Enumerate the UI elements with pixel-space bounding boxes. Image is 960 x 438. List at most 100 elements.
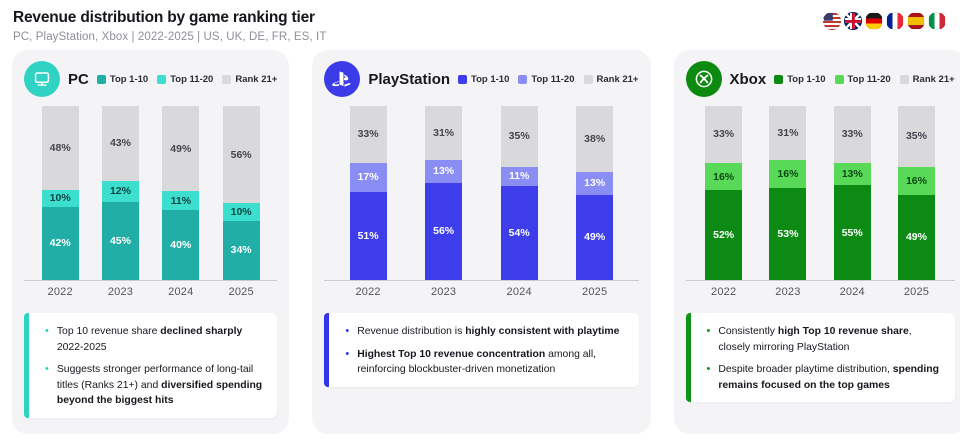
bar-segment-label: 13% [433,165,455,178]
insight-card: • Revenue distribution is highly consiste… [324,313,639,387]
bar-segment-label: 52% [713,229,735,242]
bar-segment: 13% [576,172,614,195]
insight-accent-bar [324,313,330,387]
bar-segment: 11% [162,191,200,211]
legend-swatch [518,74,528,84]
bar-column: 33% 16% 52% [705,106,743,280]
bar-segment: 49% [576,194,614,281]
bar-segment-label: 12% [109,185,131,198]
bars-area: 48% 10% 42% 43% 12% 45% 49% 11% 40% 56% 10% 34% [24,106,278,281]
bullet-dot-icon: • [706,325,711,337]
insight-list: • Revenue distribution is highly consiste… [345,324,626,378]
bar-segment-label: 56% [230,148,252,161]
bar-segment-label: 13% [584,177,606,190]
x-axis-label: 2022 [711,286,737,298]
insight-text: Consistently high Top 10 revenue share, … [718,326,912,353]
legend-item: Top 1-10 [458,74,509,85]
bar-segment-label: 43% [109,137,131,150]
x-axis-label: 2024 [506,286,532,298]
bar-column: 31% 16% 53% [769,106,807,280]
bar-segment: 10% [41,189,79,207]
x-axis-label: 2023 [107,286,134,298]
x-axis-label: 2023 [775,286,801,298]
bar-segment: 48% [41,106,79,190]
legend-label: Top 11-20 [847,73,891,85]
bullet-dot-icon: • [345,347,350,360]
insight-text: Suggests stronger performance of long-ta… [56,364,263,406]
country-flags [823,12,946,30]
legend-label: Top 1-10 [109,73,149,85]
legend-label: Top 1-10 [471,73,510,85]
insight-item: • Consistently high Top 10 revenue share,… [707,324,943,355]
bar-column: 49% 11% 40% [162,106,200,280]
legend-label: Rank 21+ [596,73,639,85]
x-axis-labels: 2022 2023 2024 2025 [686,286,955,298]
bar-segment-label: 16% [713,170,735,183]
legend-label: Top 11-20 [170,73,214,85]
bar-segment: 10% [222,203,260,221]
bars-area: 33% 17% 51% 31% 13% 56% 35% 11% 54% 38% 13% 49% [324,106,639,281]
legend-swatch [222,74,232,84]
platform-name: PC [68,70,89,88]
bullet-dot-icon: • [45,363,49,375]
bar-segment-label: 11% [508,170,530,183]
page-title: Revenue distribution by game ranking tie… [13,9,315,26]
bar-segment-label: 45% [109,234,131,247]
insight-card: • Consistently high Top 10 revenue share,… [685,313,955,402]
bar-column: 35% 11% 54% [500,106,538,280]
insight-item: • Top 10 revenue share declined sharply 2… [45,324,265,355]
bar-column: 48% 10% 42% [41,106,79,280]
bar-column: 33% 17% 51% [349,106,387,280]
bar-segment: 43% [101,106,139,181]
bar-segment-label: 16% [777,167,799,180]
panels-row: PC Top 1-10 Top 11-20 Rank 21+ 48% 10% 42% 43… [12,50,960,434]
bar-chart-pc: 48% 10% 42% 43% 12% 45% 49% 11% 40% 56% 10% 34% 202… [24,106,278,298]
bar-segment-label: 17% [357,171,379,184]
bar-segment-label: 38% [584,133,606,146]
bullet-dot-icon: • [345,325,350,337]
bar-segment: 51% [349,192,387,280]
legend-label: Rank 21+ [235,73,278,85]
bar-segment: 55% [833,185,871,280]
platform-name: PlayStation [368,70,451,88]
legend-item: Top 11-20 [834,73,891,85]
bar-segment-label: 53% [777,227,799,240]
bar-column: 56% 10% 34% [222,106,260,280]
page-subtitle: PC, PlayStation, Xbox | 2022-2025 | US, … [13,31,327,43]
bar-segment: 45% [101,201,139,280]
legend-swatch [458,74,468,84]
bar-segment-label: 35% [508,130,530,143]
legend-swatch [834,74,844,84]
legend-item: Rank 21+ [583,73,639,85]
x-axis-label: 2024 [168,286,194,298]
bar-segment: 33% [705,106,743,163]
insight-item: • Highest Top 10 revenue concentration am… [345,347,626,378]
legend-label: Top 1-10 [787,73,826,85]
panel-header: Xbox Top 1-10 Top 11-20 Rank 21+ [685,61,955,97]
legend: Top 1-10 Top 11-20 Rank 21+ [774,73,955,85]
bar-segment-label: 49% [905,231,927,244]
insight-card: • Top 10 revenue share declined sharply 2… [24,313,278,418]
legend-label: Rank 21+ [912,73,955,85]
bar-segment: 35% [500,106,538,167]
flag-us-icon [823,12,841,30]
legend: Top 1-10 Top 11-20 Rank 21+ [96,73,278,85]
bar-segment: 16% [705,162,743,191]
insight-text: Highest Top 10 revenue concentration amo… [357,348,597,376]
xbox-icon [685,61,722,97]
flag-uk-icon [844,12,862,30]
bar-segment-label: 11% [170,194,192,207]
bar-segment: 17% [349,162,387,193]
playstation-icon [324,61,361,97]
legend-swatch [157,74,167,84]
insight-item: • Despite broader playtime distribution, … [707,362,943,393]
legend-item: Top 11-20 [157,74,213,85]
bar-segment-label: 33% [713,128,735,141]
bar-segment-label: 40% [170,239,192,252]
bar-segment-label: 34% [230,244,252,257]
panel-xbox: Xbox Top 1-10 Top 11-20 Rank 21+ 33% 16% 52%… [673,50,960,434]
bar-chart-xbox: 33% 16% 52% 31% 16% 53% 33% 13% 55% 35% 16% 49% 202… [685,106,955,298]
legend-swatch [96,74,106,84]
bar-column: 35% 16% 49% [897,106,935,281]
